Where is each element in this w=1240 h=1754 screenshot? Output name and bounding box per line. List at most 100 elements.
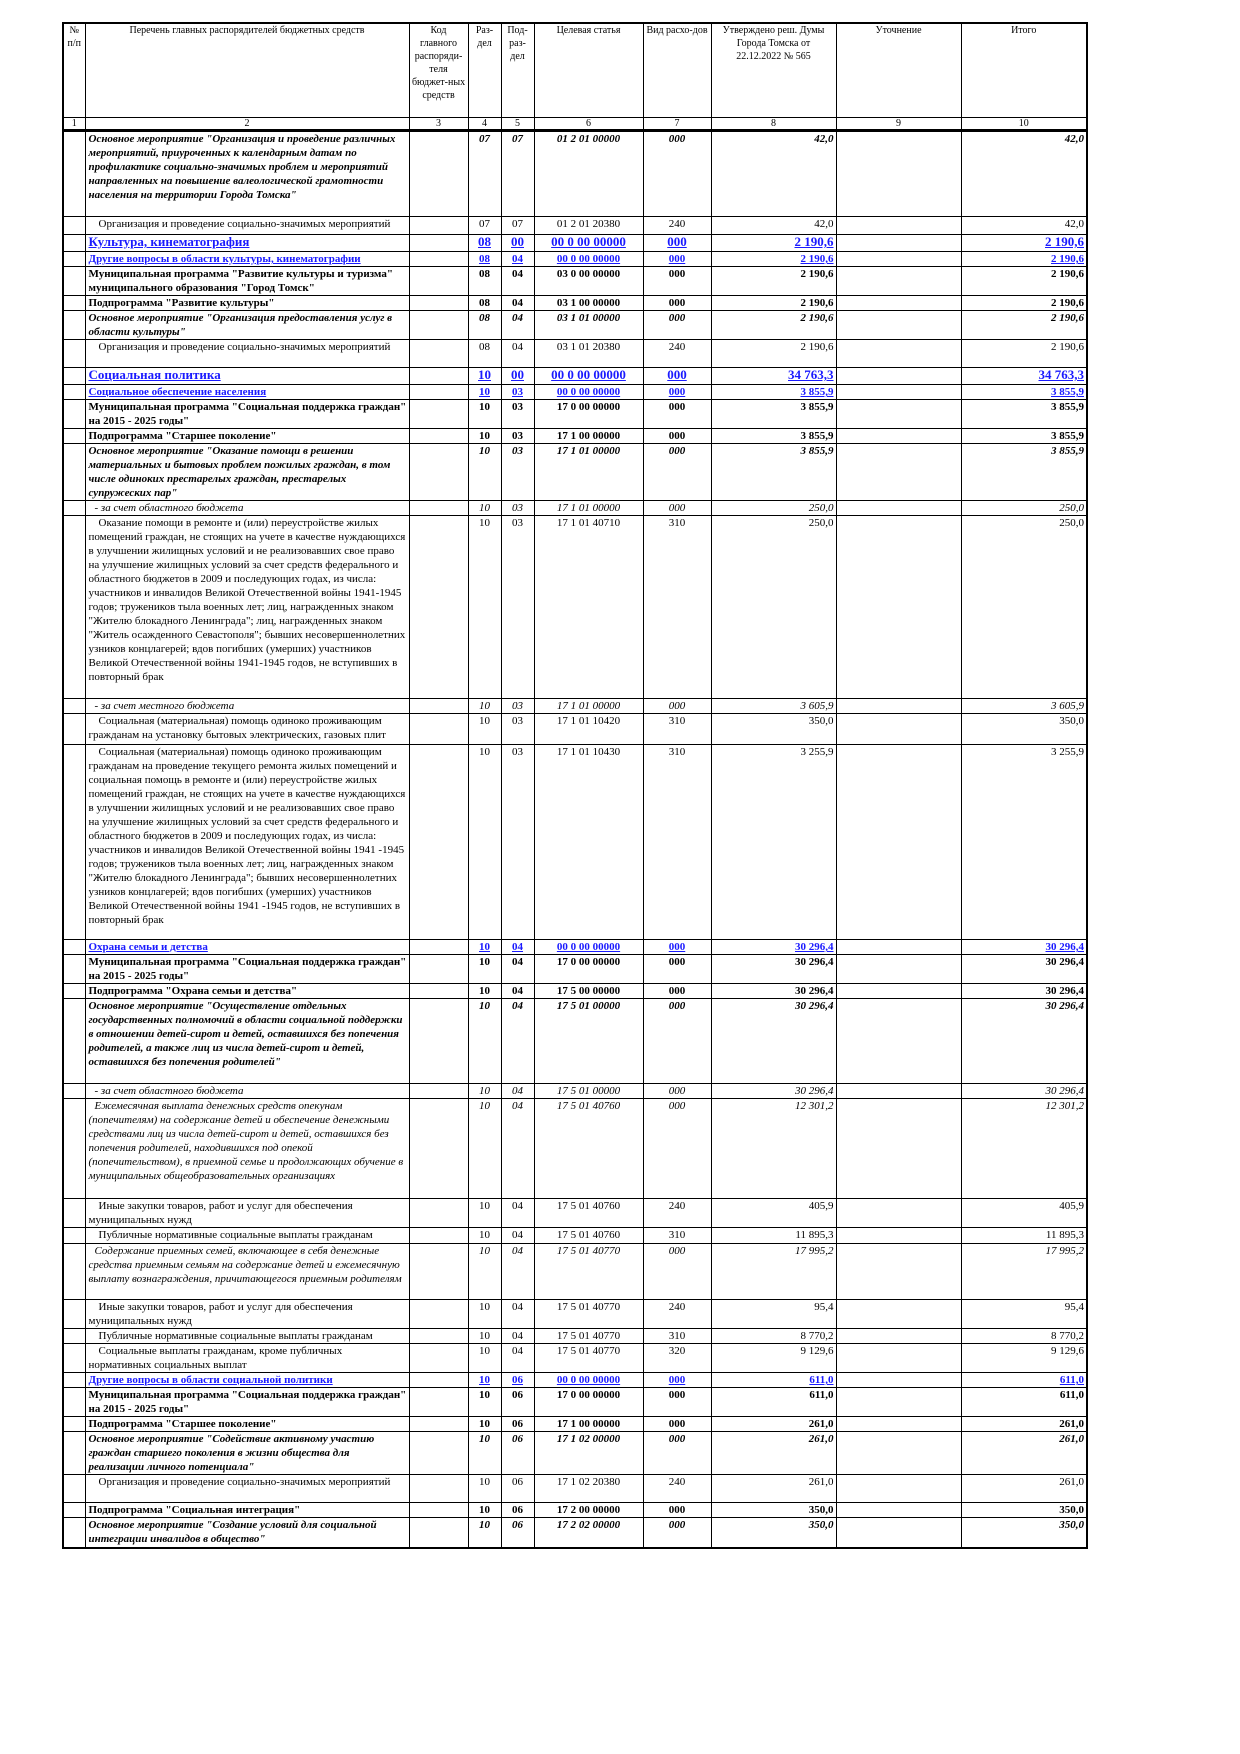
approved-amount: 2 190,6 (710, 295, 837, 311)
table-row: Муниципальная программа "Развитие культу… (62, 266, 1088, 296)
row-name: Социальная (материальная) помощь одиноко… (84, 713, 410, 745)
target-article: 01 2 01 20380 (533, 216, 644, 235)
podrazdel: 04 (500, 310, 535, 340)
clarification-amount (835, 1474, 962, 1503)
expense-type: 310 (642, 1227, 712, 1244)
row-number (62, 234, 86, 252)
razdel: 10 (467, 954, 502, 984)
table-row: Организация и проведение социально-значи… (62, 216, 1088, 235)
table-row: Ежемесячная выплата денежных средств опе… (62, 1098, 1088, 1199)
podrazdel: 06 (500, 1431, 535, 1475)
table-row: Муниципальная программа "Социальная подд… (62, 954, 1088, 984)
approved-amount: 30 296,4 (710, 1083, 837, 1099)
total-amount: 30 296,4 (960, 1083, 1088, 1099)
target-article: 17 5 01 40770 (533, 1328, 644, 1344)
podrazdel: 03 (500, 698, 535, 714)
target-article: 00 0 00 00000 (533, 234, 644, 252)
razdel: 10 (467, 1083, 502, 1099)
row-name: Социальная (материальная) помощь одиноко… (84, 744, 410, 940)
table-row: Социальная (материальная) помощь одиноко… (62, 713, 1088, 745)
total-amount: 2 190,6 (960, 234, 1088, 252)
manager-code (408, 295, 469, 311)
manager-code (408, 384, 469, 400)
target-article: 17 1 02 00000 (533, 1431, 644, 1475)
total-amount: 2 190,6 (960, 251, 1088, 267)
podrazdel: 04 (500, 983, 535, 999)
row-name: - за счет местного бюджета (84, 698, 410, 714)
target-article: 17 5 01 40770 (533, 1299, 644, 1329)
total-amount: 350,0 (960, 1517, 1088, 1548)
total-amount: 2 190,6 (960, 295, 1088, 311)
row-number (62, 698, 86, 714)
row-name: Подпрограмма "Старшее поколение" (84, 1416, 410, 1432)
approved-amount: 2 190,6 (710, 234, 837, 252)
clarification-amount (835, 443, 962, 501)
clarification-amount (835, 954, 962, 984)
approved-amount: 30 296,4 (710, 939, 837, 955)
approved-amount: 42,0 (710, 130, 837, 217)
razdel: 10 (467, 998, 502, 1084)
podrazdel: 04 (500, 295, 535, 311)
target-article: 17 1 01 00000 (533, 500, 644, 516)
target-article: 17 5 01 40770 (533, 1243, 644, 1300)
expense-type: 000 (642, 1502, 712, 1518)
approved-amount: 2 190,6 (710, 339, 837, 368)
expense-type: 000 (642, 384, 712, 400)
header-razdel: Раз-дел (467, 22, 502, 118)
approved-amount: 261,0 (710, 1416, 837, 1432)
total-amount: 611,0 (960, 1372, 1088, 1388)
column-number: 5 (500, 117, 535, 132)
podrazdel: 04 (500, 1299, 535, 1329)
manager-code (408, 251, 469, 267)
target-article: 17 2 02 00000 (533, 1517, 644, 1548)
approved-amount: 8 770,2 (710, 1328, 837, 1344)
razdel: 08 (467, 251, 502, 267)
total-amount: 3 855,9 (960, 443, 1088, 501)
target-article: 17 1 01 00000 (533, 698, 644, 714)
expense-type: 000 (642, 428, 712, 444)
row-number (62, 983, 86, 999)
row-name: - за счет областного бюджета (84, 500, 410, 516)
table-row: Основное мероприятие "Осуществление отде… (62, 998, 1088, 1084)
podrazdel: 06 (500, 1517, 535, 1548)
row-number (62, 1328, 86, 1344)
target-article: 17 5 01 40760 (533, 1198, 644, 1228)
podrazdel: 04 (500, 939, 535, 955)
podrazdel: 04 (500, 1243, 535, 1300)
row-number (62, 1502, 86, 1518)
row-name: Основное мероприятие "Организация и пров… (84, 130, 410, 217)
podrazdel: 04 (500, 1098, 535, 1199)
table-row: Социальная политика 10 00 00 0 00 00000 000 3… (62, 367, 1088, 385)
total-amount: 3 855,9 (960, 428, 1088, 444)
manager-code (408, 266, 469, 296)
row-number (62, 1083, 86, 1099)
podrazdel: 06 (500, 1372, 535, 1388)
podrazdel: 04 (500, 1227, 535, 1244)
podrazdel: 07 (500, 216, 535, 235)
row-name: Муниципальная программа "Социальная подд… (84, 1387, 410, 1417)
row-number (62, 130, 86, 217)
table-row: Иные закупки товаров, работ и услуг для … (62, 1299, 1088, 1329)
total-amount: 34 763,3 (960, 367, 1088, 385)
razdel: 10 (467, 515, 502, 699)
row-name: Иные закупки товаров, работ и услуг для … (84, 1198, 410, 1228)
manager-code (408, 998, 469, 1084)
razdel: 10 (467, 399, 502, 429)
razdel: 10 (467, 384, 502, 400)
row-name: Подпрограмма "Развитие культуры" (84, 295, 410, 311)
podrazdel: 03 (500, 500, 535, 516)
razdel: 10 (467, 1387, 502, 1417)
clarification-amount (835, 1517, 962, 1548)
expense-type: 000 (642, 500, 712, 516)
row-number (62, 1227, 86, 1244)
clarification-amount (835, 216, 962, 235)
approved-amount: 2 190,6 (710, 310, 837, 340)
row-number (62, 1474, 86, 1503)
row-number (62, 1243, 86, 1300)
clarification-amount (835, 266, 962, 296)
total-amount: 2 190,6 (960, 339, 1088, 368)
column-number: 10 (960, 117, 1088, 132)
total-amount: 2 190,6 (960, 310, 1088, 340)
row-number (62, 216, 86, 235)
clarification-amount (835, 1198, 962, 1228)
